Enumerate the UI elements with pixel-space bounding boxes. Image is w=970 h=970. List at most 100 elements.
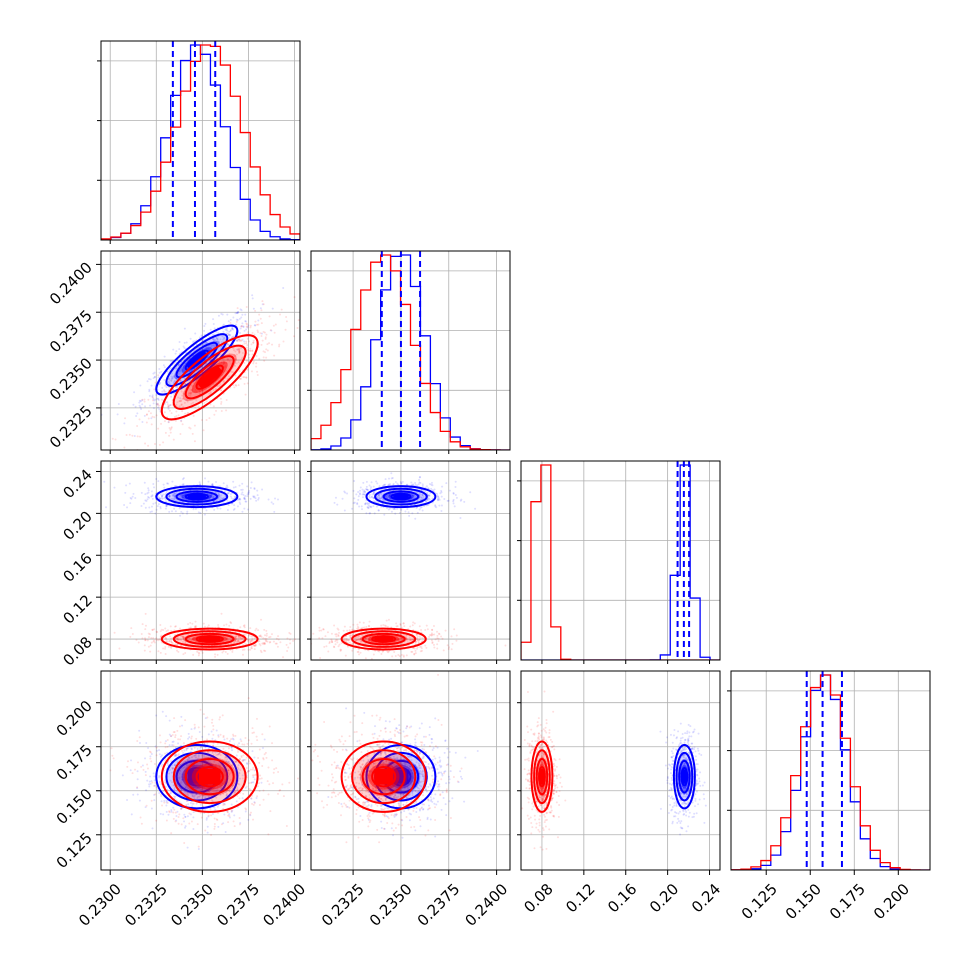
scatter-point: [406, 644, 409, 647]
scatter-point: [359, 638, 362, 641]
scatter-point: [212, 495, 215, 498]
scatter-point: [186, 512, 189, 515]
scatter-point: [249, 349, 252, 352]
scatter-point: [455, 639, 458, 642]
scatter-point: [203, 329, 206, 332]
scatter-point: [152, 640, 155, 643]
scatter-point: [420, 640, 423, 643]
scatter-point: [243, 759, 246, 762]
scatter-point: [424, 500, 427, 503]
scatter-point: [380, 653, 383, 656]
scatter-point: [200, 419, 203, 422]
scatter-point: [174, 734, 177, 737]
scatter-point: [130, 759, 133, 762]
scatter-point: [149, 644, 152, 647]
scatter-point: [406, 638, 409, 641]
scatter-point: [254, 629, 257, 632]
scatter-point: [246, 485, 249, 488]
scatter-point: [235, 320, 238, 323]
scatter-point: [226, 359, 229, 362]
scatter-point: [233, 635, 236, 638]
scatter-point: [274, 323, 277, 326]
scatter-point: [166, 762, 169, 765]
scatter-point: [231, 371, 234, 374]
scatter-point: [170, 395, 173, 398]
scatter-point: [189, 427, 192, 430]
scatter-point: [160, 398, 163, 401]
scatter-point: [432, 643, 435, 646]
scatter-point: [324, 635, 327, 638]
scatter-point: [265, 632, 268, 635]
scatter-point: [406, 483, 409, 486]
scatter-point: [180, 510, 183, 513]
scatter-point: [196, 787, 199, 790]
scatter-point: [159, 812, 162, 815]
scatter-point: [255, 627, 258, 630]
scatter-point: [383, 513, 386, 516]
scatter-point: [192, 340, 195, 343]
scatter-point: [333, 646, 336, 649]
scatter-point: [460, 498, 463, 501]
scatter-point: [151, 396, 154, 399]
scatter-point: [440, 504, 443, 507]
scatter-point: [431, 628, 434, 631]
scatter-point: [256, 373, 259, 376]
scatter-point: [168, 434, 171, 437]
scatter-point: [201, 402, 204, 405]
scatter-point: [195, 347, 198, 350]
scatter-point: [230, 622, 233, 625]
scatter-point: [504, 644, 507, 647]
scatter-point: [377, 493, 380, 496]
scatter-point: [164, 647, 167, 650]
scatter-point: [241, 774, 244, 777]
scatter-point: [182, 760, 185, 763]
scatter-point: [413, 653, 416, 656]
scatter-point: [269, 635, 272, 638]
scatter-point: [204, 388, 207, 391]
scatter-point: [436, 647, 439, 650]
scatter-point: [411, 624, 414, 627]
scatter-point: [192, 345, 195, 348]
scatter-point: [153, 799, 156, 802]
scatter-point: [181, 369, 184, 372]
scatter-point: [201, 786, 204, 789]
scatter-point: [237, 639, 240, 642]
scatter-point: [202, 622, 205, 625]
scatter-point: [232, 349, 235, 352]
scatter-point: [356, 627, 359, 630]
scatter-point: [192, 638, 195, 641]
scatter-point: [368, 620, 371, 623]
scatter-point: [192, 636, 195, 639]
scatter-point: [368, 625, 371, 628]
scatter-point: [191, 391, 194, 394]
scatter-point: [428, 494, 431, 497]
scatter-point: [162, 364, 165, 367]
scatter-point: [396, 625, 399, 628]
scatter-point: [228, 333, 231, 336]
scatter-point: [214, 751, 217, 754]
scatter-point: [158, 780, 161, 783]
scatter-point: [259, 332, 262, 335]
scatter-point: [246, 368, 249, 371]
scatter-point: [231, 327, 234, 330]
scatter-point: [254, 644, 257, 647]
scatter-point: [181, 778, 184, 781]
scatter-point: [245, 376, 248, 379]
scatter-point: [236, 789, 239, 792]
scatter-point: [135, 638, 138, 641]
scatter-point: [260, 777, 263, 780]
scatter-point: [353, 501, 356, 504]
scatter-point: [232, 735, 235, 738]
scatter-point: [175, 403, 178, 406]
scatter-point: [235, 800, 238, 803]
scatter-point: [197, 754, 200, 757]
scatter-point: [153, 376, 156, 379]
scatter-point: [155, 508, 158, 511]
density-contour: [172, 344, 247, 410]
scatter-point: [176, 729, 179, 732]
scatter-point: [190, 728, 193, 731]
scatter-panel: [100, 250, 301, 451]
scatter-point: [241, 338, 244, 341]
scatter-point: [210, 494, 213, 497]
scatter-point: [187, 794, 190, 797]
